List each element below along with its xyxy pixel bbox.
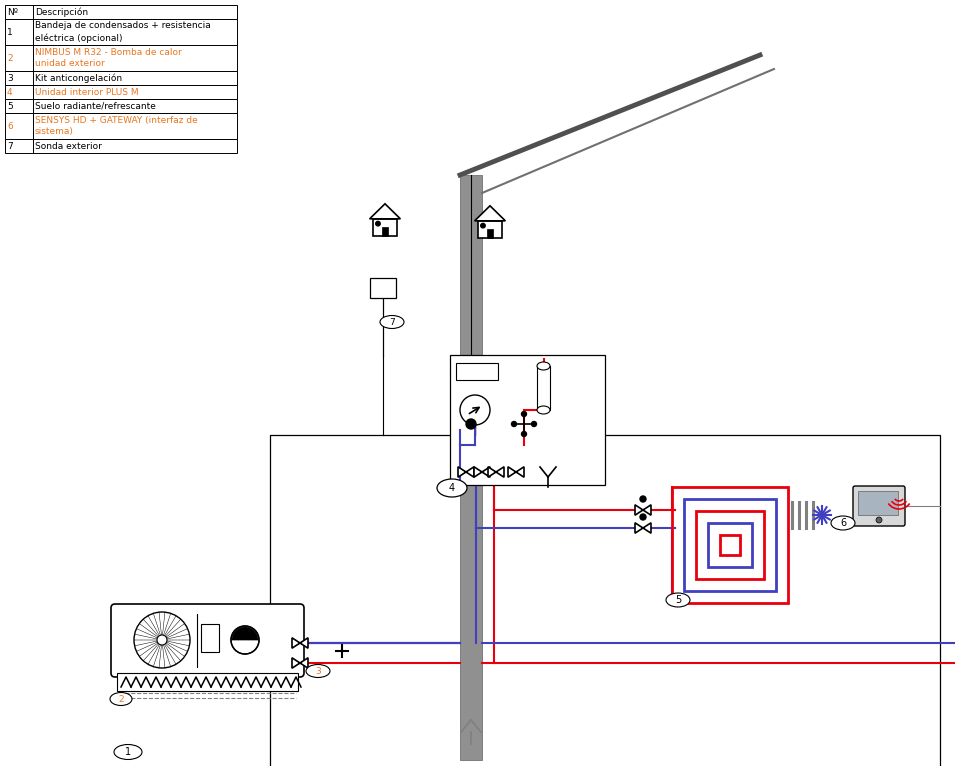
Circle shape <box>231 626 259 654</box>
Bar <box>5 19 237 45</box>
Polygon shape <box>292 638 308 648</box>
Polygon shape <box>475 206 505 221</box>
Bar <box>487 229 493 238</box>
Text: Suelo radiante/refrescante: Suelo radiante/refrescante <box>35 102 156 110</box>
Bar <box>370 278 396 298</box>
Text: 4: 4 <box>449 483 456 493</box>
Bar <box>708 523 752 567</box>
Bar <box>5 113 237 139</box>
Bar <box>382 228 388 237</box>
Bar <box>450 355 605 485</box>
Text: 4: 4 <box>7 87 12 97</box>
Bar <box>456 363 498 380</box>
Text: 6: 6 <box>840 518 846 528</box>
Bar <box>460 175 482 760</box>
Circle shape <box>640 514 646 520</box>
Polygon shape <box>488 466 504 477</box>
Polygon shape <box>635 505 651 516</box>
Ellipse shape <box>306 664 330 677</box>
Bar <box>5 5 237 19</box>
Polygon shape <box>508 466 524 477</box>
Circle shape <box>521 431 526 437</box>
Text: 6: 6 <box>7 122 12 130</box>
Bar <box>372 219 397 237</box>
Circle shape <box>512 421 517 427</box>
Text: 7: 7 <box>7 142 12 150</box>
Bar <box>684 499 776 591</box>
Text: Kit anticongelación: Kit anticongelación <box>35 74 122 83</box>
Circle shape <box>480 224 485 228</box>
Circle shape <box>876 517 882 523</box>
Circle shape <box>375 221 380 226</box>
Text: NIMBUS M R32 - Bomba de calor
unidad exterior: NIMBUS M R32 - Bomba de calor unidad ext… <box>35 47 181 68</box>
Polygon shape <box>474 466 490 477</box>
Circle shape <box>460 395 490 425</box>
Text: Nº: Nº <box>7 8 18 17</box>
Bar <box>117 673 298 691</box>
Polygon shape <box>292 658 308 668</box>
Circle shape <box>532 421 537 427</box>
Ellipse shape <box>437 479 467 497</box>
Ellipse shape <box>380 316 404 329</box>
Polygon shape <box>458 466 474 477</box>
Circle shape <box>466 419 476 429</box>
Bar <box>270 435 940 766</box>
Text: 1: 1 <box>7 28 12 37</box>
Text: 3: 3 <box>7 74 12 83</box>
Bar <box>5 45 237 71</box>
Circle shape <box>157 635 167 645</box>
Text: 7: 7 <box>389 317 394 326</box>
FancyBboxPatch shape <box>111 604 304 677</box>
Bar <box>201 624 219 652</box>
Polygon shape <box>370 204 400 219</box>
FancyBboxPatch shape <box>853 486 905 526</box>
Bar <box>537 366 550 410</box>
Text: 2: 2 <box>7 54 12 63</box>
Text: Bandeja de condensados + resistencia
eléctrica (opcional): Bandeja de condensados + resistencia elé… <box>35 21 211 43</box>
Text: Descripción: Descripción <box>35 7 88 17</box>
Ellipse shape <box>666 593 690 607</box>
Text: Unidad interior PLUS M: Unidad interior PLUS M <box>35 87 138 97</box>
Ellipse shape <box>110 692 132 705</box>
Ellipse shape <box>537 406 550 414</box>
Bar <box>696 511 764 579</box>
Bar <box>858 491 898 515</box>
Bar <box>478 221 502 238</box>
Wedge shape <box>232 627 258 640</box>
Circle shape <box>640 496 646 502</box>
Text: 1: 1 <box>125 747 131 757</box>
Text: Sonda exterior: Sonda exterior <box>35 142 102 150</box>
Ellipse shape <box>114 745 142 760</box>
Ellipse shape <box>537 362 550 370</box>
Bar <box>720 535 740 555</box>
Circle shape <box>521 411 526 417</box>
Bar <box>5 71 237 85</box>
Ellipse shape <box>831 516 855 530</box>
Bar <box>5 99 237 113</box>
Text: 3: 3 <box>315 666 321 676</box>
Bar <box>5 139 237 153</box>
Text: 2: 2 <box>118 695 124 703</box>
Bar <box>5 85 237 99</box>
Text: 5: 5 <box>7 102 12 110</box>
Bar <box>672 487 788 603</box>
Polygon shape <box>635 523 651 533</box>
Text: 5: 5 <box>675 595 681 605</box>
Text: SENSYS HD + GATEWAY (interfaz de
sistema): SENSYS HD + GATEWAY (interfaz de sistema… <box>35 116 198 136</box>
